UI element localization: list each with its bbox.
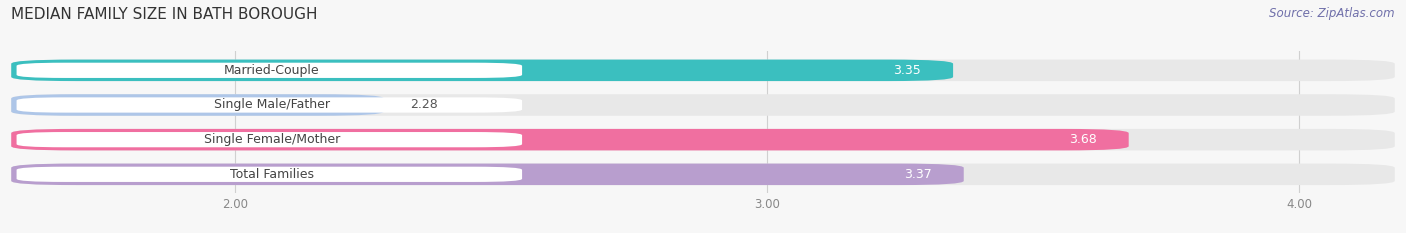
FancyBboxPatch shape: [11, 60, 1395, 81]
FancyBboxPatch shape: [11, 164, 1395, 185]
Text: Single Female/Mother: Single Female/Mother: [204, 133, 340, 146]
FancyBboxPatch shape: [17, 63, 522, 78]
Text: 3.68: 3.68: [1069, 133, 1097, 146]
FancyBboxPatch shape: [17, 97, 522, 113]
FancyBboxPatch shape: [11, 129, 1129, 151]
FancyBboxPatch shape: [11, 129, 1395, 151]
Text: Source: ZipAtlas.com: Source: ZipAtlas.com: [1270, 7, 1395, 20]
Text: MEDIAN FAMILY SIZE IN BATH BOROUGH: MEDIAN FAMILY SIZE IN BATH BOROUGH: [11, 7, 318, 22]
FancyBboxPatch shape: [11, 94, 1395, 116]
FancyBboxPatch shape: [17, 132, 522, 147]
Text: 3.37: 3.37: [904, 168, 932, 181]
Text: Single Male/Father: Single Male/Father: [214, 99, 330, 112]
Text: Total Families: Total Families: [231, 168, 314, 181]
Text: Married-Couple: Married-Couple: [224, 64, 319, 77]
Text: 3.35: 3.35: [893, 64, 921, 77]
FancyBboxPatch shape: [11, 164, 963, 185]
FancyBboxPatch shape: [17, 167, 522, 182]
Text: 2.28: 2.28: [411, 99, 439, 112]
FancyBboxPatch shape: [11, 60, 953, 81]
FancyBboxPatch shape: [11, 94, 384, 116]
